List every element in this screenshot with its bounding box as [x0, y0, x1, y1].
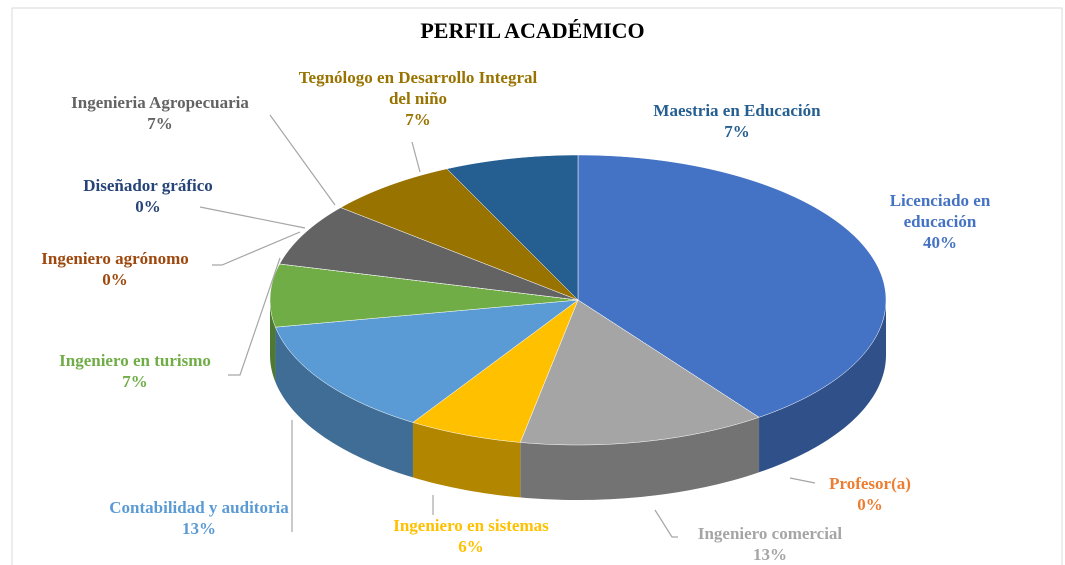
leader-line	[789, 477, 816, 484]
category-label: Maestria en Educación	[653, 101, 821, 120]
category-label: Licenciado en educación	[889, 191, 991, 231]
slice	[275, 299, 579, 423]
slice-label: Ingenieria Agropecuaria 7%	[30, 92, 290, 134]
slice	[519, 299, 760, 446]
value-label: 13%	[753, 545, 787, 564]
slice-label: Licenciado en educación 40%	[865, 190, 1015, 253]
slice	[340, 168, 579, 301]
slice-label: Tegnólogo en Desarrollo Integral del niñ…	[298, 67, 538, 130]
slice-label: Ingeniero comercial 13%	[660, 523, 880, 565]
slice-label: Ingeniero en turismo 7%	[15, 350, 255, 392]
slice-side	[520, 417, 760, 500]
slice-label: Profesor(a) 0%	[800, 473, 940, 515]
chart-title: PERFIL ACADÉMICO	[420, 18, 645, 43]
slice-label: Ingeniero agrónomo 0%	[5, 248, 225, 290]
slice-label: Ingeniero en sistemas 6%	[361, 515, 581, 557]
slice-side	[275, 327, 413, 478]
slice-label: Maestria en Educación 7%	[617, 100, 857, 142]
category-label: Contabilidad y auditoria	[109, 498, 289, 517]
category-label: Diseñador gráfico	[83, 176, 213, 195]
value-label: 6%	[458, 537, 484, 556]
leader-line	[199, 206, 306, 229]
value-label: 7%	[147, 114, 173, 133]
category-label: Profesor(a)	[829, 474, 911, 493]
value-label: 0%	[857, 495, 883, 514]
leader-line	[269, 114, 336, 206]
chart-border	[11, 7, 1063, 565]
slice-side	[270, 300, 276, 383]
slice-side	[759, 300, 886, 473]
slice	[279, 207, 579, 301]
slice	[446, 154, 579, 301]
slice-side	[412, 422, 521, 498]
slice	[577, 154, 887, 418]
leader-line	[212, 231, 301, 266]
value-label: 13%	[182, 519, 216, 538]
value-label: 40%	[923, 233, 957, 252]
slice-label: Diseñador gráfico 0%	[48, 175, 248, 217]
category-label: Ingeniero en turismo	[59, 351, 211, 370]
slice-label: Contabilidad y auditoria 13%	[69, 497, 329, 539]
value-label: 7%	[405, 110, 431, 129]
value-label: 0%	[102, 270, 128, 289]
category-label: Tegnólogo en Desarrollo Integral del niñ…	[298, 68, 538, 108]
category-label: Ingenieria Agropecuaria	[71, 93, 249, 112]
leader-line	[411, 141, 421, 173]
leader-line	[654, 509, 678, 538]
slice	[412, 299, 579, 443]
value-label: 7%	[122, 372, 148, 391]
category-label: Ingeniero comercial	[697, 524, 843, 543]
category-label: Ingeniero agrónomo	[41, 249, 189, 268]
value-label: 7%	[724, 122, 750, 141]
category-label: Ingeniero en sistemas	[393, 516, 549, 535]
leader-line	[228, 257, 281, 376]
value-label: 0%	[135, 197, 161, 216]
